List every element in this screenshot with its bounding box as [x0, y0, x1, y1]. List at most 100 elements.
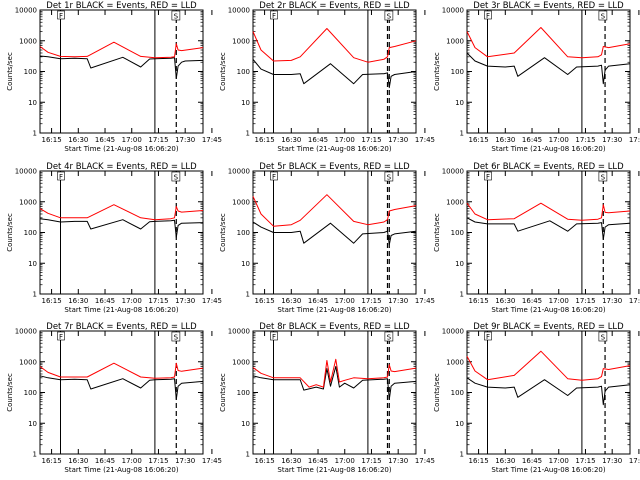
panel-9: Det 9r BLACK = Events, RED = LLD 1 10 100 10… — [433, 322, 640, 474]
x-tick-label: 16:45 — [95, 457, 115, 465]
s-marker-box — [384, 10, 394, 21]
f-marker-box — [270, 331, 278, 341]
f-marker-box — [484, 10, 492, 20]
x-tick-label: 17:15 — [361, 297, 381, 305]
y-tick-label: 10 — [28, 260, 37, 268]
s-marker-box — [598, 171, 608, 182]
f-marker-label: F — [486, 173, 490, 181]
y-tick-label: 1 — [33, 130, 37, 138]
y-tick-label: 10000 — [228, 7, 250, 15]
y-tick-label: 10000 — [228, 168, 250, 176]
s-marker-box — [171, 10, 181, 21]
x-tick-label: 16:15 — [41, 136, 61, 144]
y-tick-label: 10000 — [442, 328, 464, 336]
x-tick-label: 17:30 — [602, 297, 622, 305]
x-tick-label: 17:30 — [602, 136, 622, 144]
events-series-line — [466, 52, 631, 85]
f-marker-label: F — [59, 12, 63, 20]
y-tick-label: 1000 — [19, 358, 37, 366]
y-tick-label: 1000 — [232, 37, 250, 45]
lld-series-line — [39, 362, 204, 379]
panel-title: Det 4r BLACK = Events, RED = LLD — [46, 162, 197, 172]
events-series-line — [252, 221, 417, 246]
y-tick-label: 10000 — [228, 328, 250, 336]
x-tick-label: 17:30 — [175, 457, 195, 465]
x-axis-label: Start Time (21-Aug-08 16:06:20) — [64, 145, 178, 153]
panel-5: Det 5r BLACK = Events, RED = LLD 1 10 100 10… — [219, 162, 435, 314]
y-tick-label: 1 — [246, 130, 250, 138]
y-tick-label: 1 — [246, 451, 250, 459]
s-marker-box — [384, 331, 394, 342]
x-tick-label: 17:45 — [415, 136, 435, 144]
x-tick-label: 17:45 — [202, 457, 222, 465]
plot-frame — [39, 330, 204, 455]
x-tick-label: 16:30 — [68, 136, 88, 144]
f-marker-box — [484, 331, 492, 341]
panel-title: Det 9r BLACK = Events, RED = LLD — [473, 322, 624, 332]
x-tick-label: 17:15 — [148, 457, 168, 465]
plot-frame — [39, 9, 204, 134]
x-tick-label: 17:00 — [549, 136, 569, 144]
x-axis-label: Start Time (21-Aug-08 16:06:20) — [64, 466, 178, 474]
y-axis-label: Counts/sec — [219, 213, 227, 252]
x-tick-label: 16:30 — [281, 297, 301, 305]
y-tick-label: 1000 — [19, 37, 37, 45]
f-marker-box — [57, 331, 65, 341]
y-axis-label: Counts/sec — [219, 52, 227, 91]
y-axis-label: Counts/sec — [219, 373, 227, 412]
panel-title: Det 2r BLACK = Events, RED = LLD — [259, 1, 410, 11]
x-tick-label: 17:15 — [361, 457, 381, 465]
s-marker-box — [171, 171, 181, 182]
x-tick-label: 17:00 — [335, 297, 355, 305]
f-marker-label: F — [59, 333, 63, 341]
x-tick-label: 16:45 — [522, 136, 542, 144]
x-tick-label: 17:30 — [388, 136, 408, 144]
x-tick-label: 16:45 — [95, 297, 115, 305]
y-axis-label: Counts/sec — [433, 213, 441, 252]
y-tick-label: 10000 — [15, 328, 37, 336]
y-tick-label: 10000 — [15, 168, 37, 176]
plot-frame — [466, 170, 631, 295]
y-tick-label: 10 — [28, 99, 37, 107]
y-tick-label: 100 — [451, 389, 464, 397]
x-tick-label: 17:45 — [415, 457, 435, 465]
s-marker-box — [384, 171, 394, 182]
x-tick-label: 17:30 — [175, 136, 195, 144]
x-tick-label: 17:00 — [549, 297, 569, 305]
s-marker-label: S — [387, 13, 392, 21]
x-tick-label: 17:30 — [388, 297, 408, 305]
y-axis-label: Counts/sec — [433, 373, 441, 412]
lld-series-line — [466, 350, 631, 381]
s-marker-box — [171, 331, 181, 342]
y-tick-label: 10 — [455, 99, 464, 107]
x-tick-label: 17:45 — [415, 297, 435, 305]
s-marker-label: S — [387, 334, 392, 342]
y-axis-label: Counts/sec — [433, 52, 441, 91]
x-tick-label: 17:30 — [388, 457, 408, 465]
lld-series-line — [466, 27, 631, 59]
x-tick-label: 16:30 — [68, 297, 88, 305]
s-marker-label: S — [174, 334, 179, 342]
s-marker-label: S — [174, 174, 179, 182]
x-tick-label: 16:30 — [495, 457, 515, 465]
panel-title: Det 5r BLACK = Events, RED = LLD — [259, 162, 410, 172]
x-tick-label: 17:45 — [629, 457, 640, 465]
plot-frame — [252, 330, 417, 455]
x-tick-label: 16:15 — [468, 136, 488, 144]
y-tick-label: 1 — [33, 451, 37, 459]
f-marker-label: F — [486, 333, 490, 341]
x-tick-label: 16:45 — [522, 297, 542, 305]
panel-1: Det 1r BLACK = Events, RED = LLD 1 10 100 10… — [6, 1, 222, 153]
lld-series-line — [252, 194, 417, 227]
x-tick-label: 16:30 — [495, 136, 515, 144]
lld-series-line — [252, 28, 417, 63]
events-series-line — [466, 377, 631, 406]
y-tick-label: 100 — [24, 229, 37, 237]
y-tick-label: 1000 — [446, 198, 464, 206]
x-axis-label: Start Time (21-Aug-08 16:06:20) — [491, 466, 605, 474]
y-tick-label: 10000 — [15, 7, 37, 15]
y-tick-label: 1 — [33, 291, 37, 299]
lld-series-line — [466, 202, 631, 221]
y-tick-label: 10000 — [442, 7, 464, 15]
x-tick-label: 16:45 — [308, 136, 328, 144]
